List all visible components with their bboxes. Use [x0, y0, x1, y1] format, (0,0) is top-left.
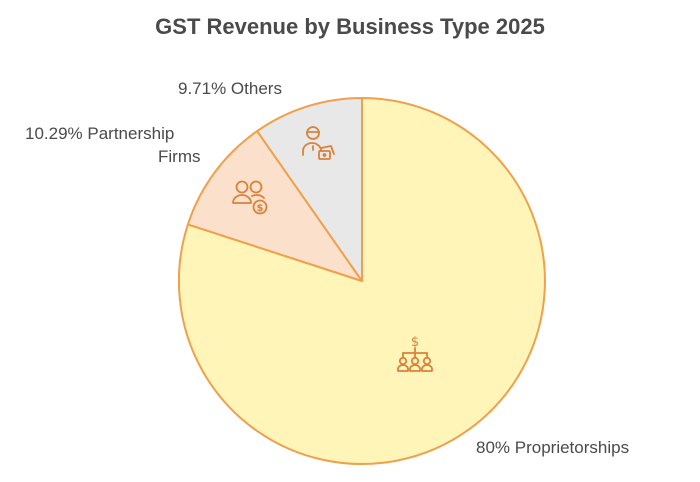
label-partnership-line1: 10.29% Partnership [25, 124, 175, 143]
label-proprietorships: 80% Proprietorships [476, 438, 630, 457]
label-others: 9.71% Others [178, 79, 282, 98]
person-cash-icon [302, 126, 335, 160]
svg-text:$: $ [257, 203, 264, 214]
hierarchy-dollar-icon: $ [397, 335, 433, 372]
slice-others[interactable] [256, 97, 363, 282]
svg-text:$: $ [411, 335, 419, 350]
slice-partnership-firms[interactable] [186, 130, 363, 282]
users-dollar-icon: $ [232, 180, 268, 215]
chart-title: GST Revenue by Business Type 2025 [155, 14, 545, 39]
label-partnership-line2: Firms [158, 147, 201, 166]
